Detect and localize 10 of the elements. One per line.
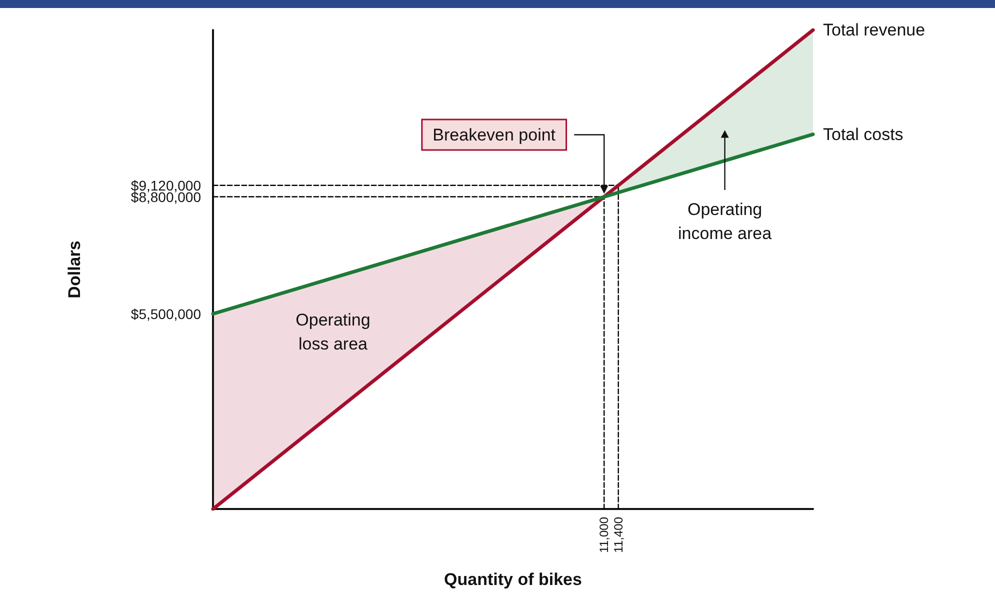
y-axis-title: Dollars xyxy=(65,240,84,298)
y-tick-label: $5,500,000 xyxy=(130,306,202,322)
x-axis-title: Quantity of bikes xyxy=(444,570,582,589)
x-tick-label: 11,000 xyxy=(597,516,612,553)
annotation: Breakeven point xyxy=(432,125,556,144)
series-label: Total costs xyxy=(823,124,904,144)
series-label: Total revenue xyxy=(823,20,926,40)
annotation: Operating income area xyxy=(678,200,772,244)
x-tick-label: 11,400 xyxy=(611,516,626,553)
annotation: Operating loss area xyxy=(296,310,370,354)
